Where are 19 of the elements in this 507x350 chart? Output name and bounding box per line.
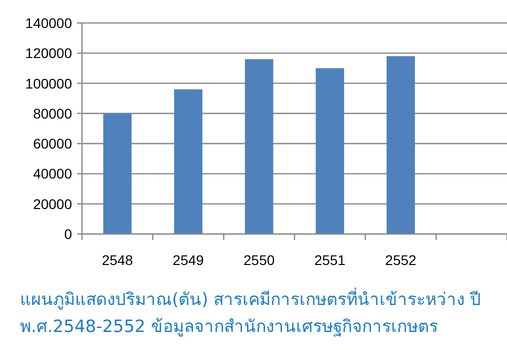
bar [316, 68, 344, 234]
y-tick-label: 0 [64, 226, 72, 242]
bar [174, 89, 202, 234]
x-tick-label: 2551 [314, 252, 346, 268]
x-tick-label: 2548 [102, 252, 134, 268]
x-tick-label: 2549 [172, 252, 204, 268]
bar [386, 56, 415, 234]
bar [244, 59, 274, 234]
y-tick-label: 20000 [33, 196, 72, 212]
y-tick-label: 120000 [25, 45, 72, 62]
y-tick-label: 80000 [33, 105, 72, 122]
y-tick-label: 60000 [33, 136, 72, 152]
y-tick-label: 140000 [25, 15, 72, 31]
bar [103, 113, 132, 234]
x-tick-label: 2550 [244, 252, 275, 268]
text: แผนภูมิแสดงปริมาณ(ตัน) สารเคมีการเกษตรที่นำเข้าระหว่าง ปี พ.ศ.2548-2552 ข้อมูลจากสำนักงานเศรษฐกิจการเกษตร [20, 287, 482, 339]
x-tick-label: 2552 [385, 252, 417, 268]
y-tick-label: 100000 [25, 75, 72, 92]
y-tick-label: 40000 [33, 166, 72, 182]
